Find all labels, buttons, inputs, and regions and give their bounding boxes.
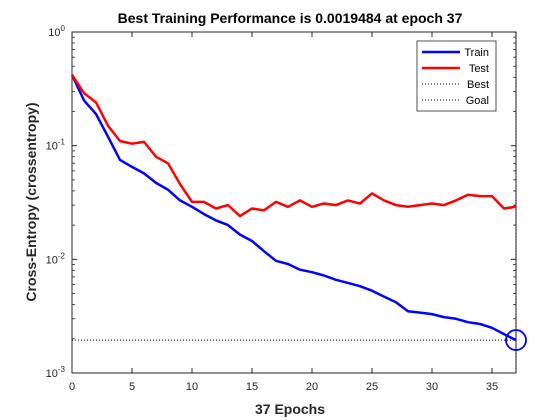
series-line-train — [70, 74, 517, 342]
x-axis-ticks: 0 5 10 15 20 25 30 35 — [69, 32, 498, 393]
x-axis-title: 37 Epochs — [255, 401, 325, 417]
series-lines — [70, 74, 517, 342]
y-tick-label: 10-3 — [46, 365, 66, 380]
x-tick-label: 0 — [69, 381, 75, 393]
best-marker-layer — [505, 329, 527, 351]
x-tick-label: 30 — [426, 381, 438, 393]
x-tick-label: 15 — [246, 381, 258, 393]
y-axis-title: Cross-Entropy (crossentropy) — [23, 102, 39, 301]
x-tick-label: 20 — [306, 381, 318, 393]
x-tick-label: 10 — [186, 381, 198, 393]
best-point-marker — [505, 329, 527, 351]
chart-title: Best Training Performance is 0.0019484 a… — [118, 10, 463, 26]
y-tick-label: 100 — [48, 24, 65, 39]
legend-label-goal: Goal — [466, 95, 489, 107]
legend-label-test: Test — [469, 63, 489, 75]
series-line-test — [70, 74, 517, 218]
x-tick-label: 25 — [366, 381, 378, 393]
legend: Train Test Best Goal — [416, 40, 497, 112]
reference-lines — [72, 32, 517, 373]
y-axis-ticks: 10-3 10-2 10-1 100 — [46, 24, 516, 380]
y-tick-label: 10-1 — [46, 138, 66, 153]
x-tick-label: 5 — [129, 381, 135, 393]
legend-label-best: Best — [467, 79, 489, 91]
x-tick-label: 35 — [486, 381, 498, 393]
legend-label-train: Train — [464, 47, 489, 59]
y-tick-label: 10-2 — [46, 251, 66, 266]
